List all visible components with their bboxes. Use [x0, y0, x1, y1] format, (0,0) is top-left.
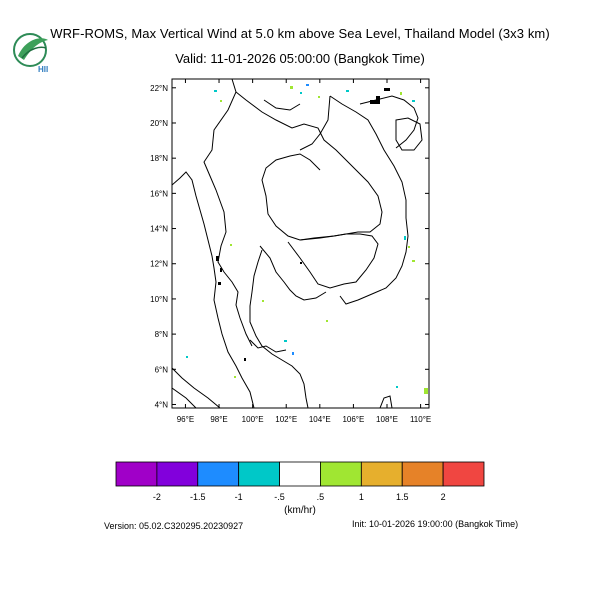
coast-hainan [395, 117, 423, 151]
colorbar-swatch [156, 461, 199, 487]
lon-tick-label: 100°E [242, 415, 264, 424]
wind-speckle [292, 352, 294, 355]
coast-peninsula [249, 249, 309, 408]
version-text: Version: 05.02.C320295.20230927 [104, 521, 244, 531]
island [216, 256, 219, 261]
lat-tick-label: 16°N [150, 189, 168, 198]
island [300, 262, 302, 264]
wind-speckle [412, 100, 415, 102]
colorbar-swatch [320, 461, 362, 487]
map-frame [171, 78, 430, 409]
valid-time: Valid: 11-01-2026 05:00:00 (Bangkok Time… [175, 51, 425, 66]
hii-logo-icon: HII [13, 33, 48, 74]
lon-tick-label: 96°E [177, 415, 194, 424]
colorbar-label: -1.5 [190, 492, 206, 502]
lon-tick-label: 102°E [275, 415, 297, 424]
colorbar-label: -1 [235, 492, 243, 502]
lat-tick-label: 18°N [150, 154, 168, 163]
border-laos-internal [263, 99, 301, 111]
wind-speckle [186, 356, 188, 358]
border-cambodia [287, 233, 379, 289]
lat-tick-label: 8°N [155, 330, 169, 339]
wind-speckle [230, 244, 232, 246]
wind-speckle [220, 100, 222, 102]
wind-speckle [346, 90, 349, 92]
wind-speckle [404, 236, 406, 240]
wind-speckle [300, 92, 302, 94]
lon-tick-label: 108°E [376, 415, 398, 424]
lat-tick-label: 12°N [150, 260, 168, 269]
border-myanmar-thailand [203, 79, 253, 347]
coast-gulf [259, 245, 327, 301]
island [370, 100, 376, 104]
colorbar-swatch [279, 461, 321, 487]
coast-sumatra [172, 367, 221, 408]
island [376, 96, 380, 104]
coast-vietnam [329, 95, 409, 305]
colorbar-swatch [115, 461, 158, 487]
wind-speckle [234, 376, 236, 378]
wind-speckle [412, 260, 415, 262]
lat-axis: 22°N 20°N 18°N 16°N 14°N 12°N 10°N 8°N 6°N 4°N [150, 84, 429, 409]
lon-tick-label: 110°E [410, 415, 431, 424]
colorbar-swatch [401, 461, 444, 487]
colorbar-swatch [442, 461, 485, 487]
colorbar-label: -.5 [274, 492, 285, 502]
colorbar-label: .5 [317, 492, 325, 502]
island [384, 88, 390, 91]
border-malaysia [249, 339, 287, 353]
wind-speckle [306, 84, 309, 86]
wind-speckle [396, 386, 398, 388]
lat-tick-label: 10°N [150, 295, 168, 304]
wind-speckle [326, 320, 328, 322]
wind-speckle [408, 246, 410, 248]
coast-borneo [379, 395, 393, 408]
colorbar-label: 1 [359, 492, 364, 502]
colorbar-swatch [238, 461, 280, 487]
wind-speckle [318, 96, 320, 98]
lon-tick-label: 106°E [342, 415, 364, 424]
island [218, 282, 221, 285]
lat-tick-label: 20°N [150, 119, 168, 128]
lat-tick-label: 6°N [155, 365, 169, 374]
wind-speckle [290, 86, 293, 89]
logo-text: HII [38, 65, 48, 74]
island [244, 358, 246, 361]
wind-speckle [424, 388, 428, 394]
lon-tick-label: 98°E [210, 415, 227, 424]
colorbar-label: -2 [153, 492, 161, 502]
chart-title: WRF-ROMS, Max Vertical Wind at 5.0 km ab… [50, 26, 550, 41]
coast-sumatra-2 [172, 387, 197, 408]
wind-speckle [262, 300, 264, 302]
lon-tick-label: 104°E [309, 415, 331, 424]
colorbar-label: 2 [441, 492, 446, 502]
colorbar-label: 1.5 [396, 492, 409, 502]
border-thailand-laos [235, 91, 383, 241]
wind-speckle [400, 92, 402, 95]
colorbar-units: (km/hr) [284, 505, 316, 516]
border-laos-vietnam [299, 95, 331, 151]
lon-axis: 96°E 98°E 100°E 102°E 104°E 106°E 108°E 110°E [177, 79, 431, 424]
lat-tick-label: 4°N [155, 400, 169, 409]
lat-tick-label: 22°N [150, 84, 168, 93]
wind-speckle [284, 340, 287, 342]
lat-tick-label: 14°N [150, 225, 168, 234]
wind-speckle [214, 90, 217, 92]
init-time: Init: 10-01-2026 19:00:00 (Bangkok Time) [352, 519, 519, 529]
coast-vietnam-north [359, 95, 419, 149]
colorbar-swatch [197, 461, 240, 487]
island [220, 268, 222, 272]
colorbar-swatch [360, 461, 403, 487]
coast-myanmar [172, 171, 255, 408]
